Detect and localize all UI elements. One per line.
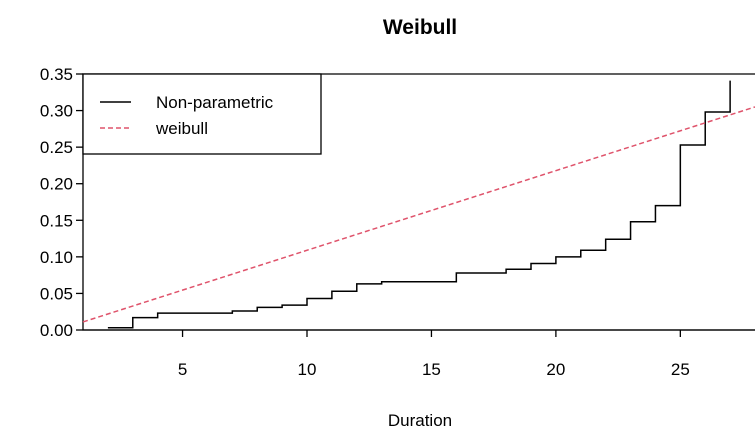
x-tick-label: 5 <box>178 360 187 379</box>
y-tick-label: 0.25 <box>40 138 73 157</box>
y-tick-label: 0.35 <box>40 65 73 84</box>
x-tick-label: 10 <box>298 360 317 379</box>
legend-label: Non-parametric <box>156 93 274 112</box>
non-parametric-step-line <box>107 80 731 329</box>
x-tick-label: 20 <box>546 360 565 379</box>
x-tick-label: 15 <box>422 360 441 379</box>
y-tick-label: 0.20 <box>40 175 73 194</box>
legend-box <box>82 73 322 155</box>
x-axis-label: Duration <box>388 411 452 430</box>
chart-title: Weibull <box>383 16 457 39</box>
y-tick-label: 0.15 <box>40 211 73 230</box>
y-tick-label: 0.00 <box>40 321 73 340</box>
y-tick-label: 0.05 <box>40 284 73 303</box>
y-tick-label: 0.10 <box>40 248 73 267</box>
y-tick-label: 0.30 <box>40 102 73 121</box>
weibull-fit-line <box>82 106 755 323</box>
legend-label: weibull <box>155 119 208 138</box>
plot-area: 0.00 0.05 0.10 0.15 0.20 0.25 0.30 0.35 5 10 15 20 2… <box>40 65 755 379</box>
x-tick-label: 25 <box>671 360 690 379</box>
